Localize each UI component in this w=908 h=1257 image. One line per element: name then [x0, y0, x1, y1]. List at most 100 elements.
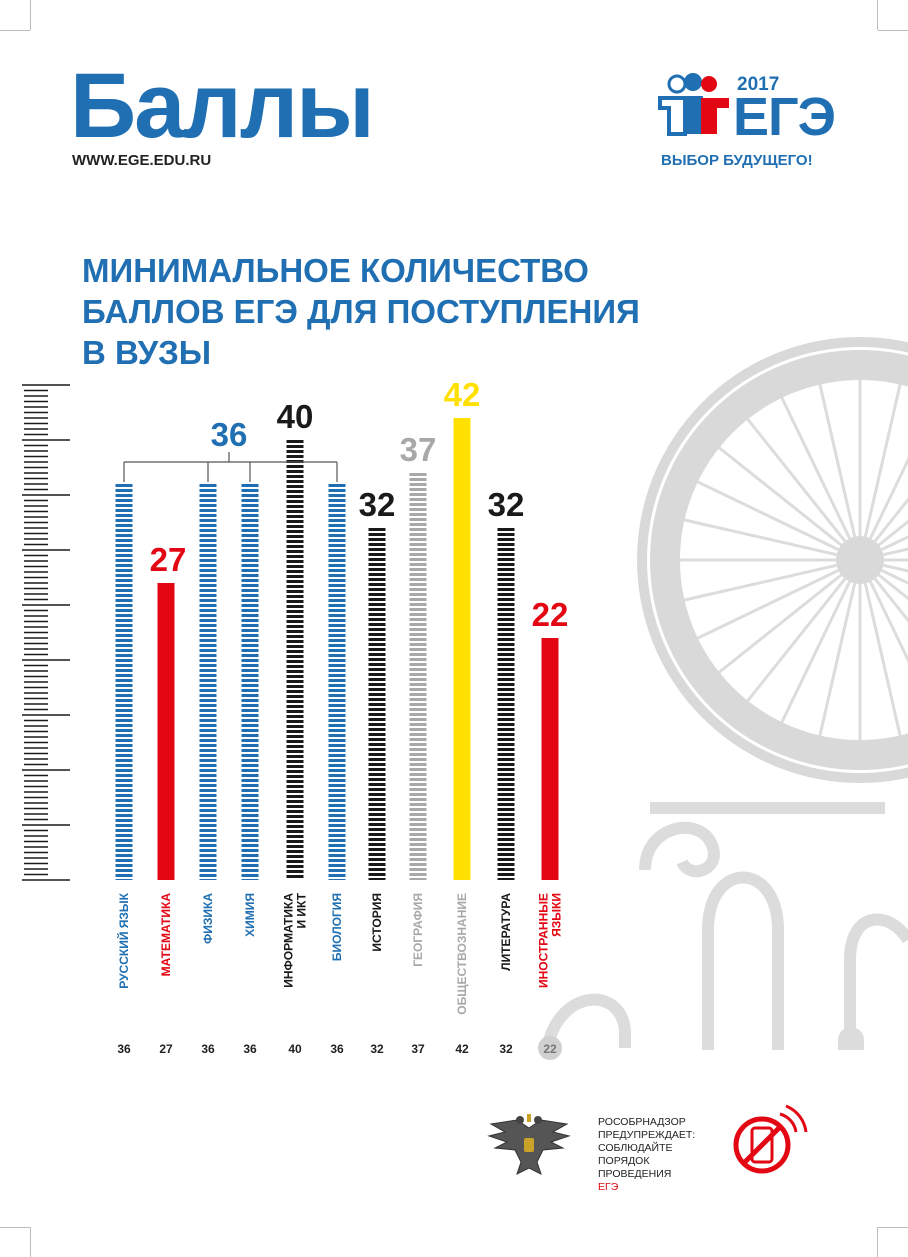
- bar-stripe: [368, 786, 386, 788]
- bar-stripe: [199, 677, 217, 679]
- bar-stripe: [241, 872, 259, 874]
- bar-stripe: [497, 716, 515, 718]
- bar-stripe: [199, 667, 217, 669]
- bar-stripe: [286, 483, 304, 485]
- crop-mark: [878, 1227, 908, 1228]
- bar-stripe: [286, 613, 304, 615]
- bar-stripe: [328, 647, 346, 649]
- bar-stripe: [328, 682, 346, 684]
- data-label: 32: [359, 486, 396, 523]
- bar-stripe: [409, 631, 427, 633]
- bar-stripe: [497, 706, 515, 708]
- bar-stripe: [199, 617, 217, 619]
- bar-stripe: [409, 861, 427, 863]
- category-label: МАТЕМАТИКА: [159, 893, 173, 977]
- bar-stripe: [328, 632, 346, 634]
- bar-stripe: [241, 692, 259, 694]
- bar-stripe: [328, 662, 346, 664]
- bar-stripe: [409, 731, 427, 733]
- bar-stripe: [115, 877, 133, 879]
- bar-stripe: [368, 751, 386, 753]
- bar-stripe: [286, 873, 304, 875]
- site-url: WWW.EGE.EDU.RU: [72, 152, 212, 169]
- bar-stripe: [409, 726, 427, 728]
- bar-stripe: [115, 637, 133, 639]
- bar-stripe: [497, 691, 515, 693]
- no-phone-icon: [733, 1104, 808, 1174]
- bar-stripe: [241, 777, 259, 779]
- bar-stripe: [241, 582, 259, 584]
- bar-stripe: [115, 632, 133, 634]
- bar-stripe: [115, 612, 133, 614]
- crop-mark: [30, 1227, 31, 1257]
- bar-9: [453, 418, 471, 880]
- bar-stripe: [497, 671, 515, 673]
- bar-stripe: [409, 616, 427, 618]
- bar-stripe: [497, 811, 515, 813]
- bar-stripe: [286, 548, 304, 550]
- bar-stripe: [328, 812, 346, 814]
- bar-stripe: [286, 773, 304, 775]
- bar-stripe: [409, 581, 427, 583]
- bar-stripe: [115, 542, 133, 544]
- bar-stripe: [199, 752, 217, 754]
- bar-stripe: [497, 721, 515, 723]
- bar-stripe: [286, 583, 304, 585]
- bar-stripe: [286, 588, 304, 590]
- bar-stripe: [328, 717, 346, 719]
- bar-stripe: [286, 708, 304, 710]
- bar-stripe: [241, 862, 259, 864]
- crop-mark: [30, 0, 31, 30]
- bar-stripe: [328, 757, 346, 759]
- bar-stripe: [328, 612, 346, 614]
- bar-stripe: [115, 502, 133, 504]
- bar-stripe: [241, 847, 259, 849]
- bar-stripe: [115, 812, 133, 814]
- bar-stripe: [328, 857, 346, 859]
- bar-stripe: [497, 791, 515, 793]
- bar-stripe: [115, 537, 133, 539]
- bar-stripe: [368, 586, 386, 588]
- bar-stripe: [286, 778, 304, 780]
- bar-stripe: [115, 577, 133, 579]
- bar-stripe: [409, 511, 427, 513]
- data-label: 42: [444, 376, 481, 413]
- bar-stripe: [199, 782, 217, 784]
- bar-stripe: [328, 657, 346, 659]
- bar-stripe: [241, 667, 259, 669]
- bar-stripe: [115, 622, 133, 624]
- bar-stripe: [115, 522, 133, 524]
- bar-stripe: [328, 577, 346, 579]
- bar-stripe: [199, 547, 217, 549]
- bar-stripe: [409, 721, 427, 723]
- bar-stripe: [115, 617, 133, 619]
- bar-stripe: [199, 647, 217, 649]
- data-label: 27: [150, 541, 187, 578]
- bar-stripe: [199, 687, 217, 689]
- bar-stripe: [368, 631, 386, 633]
- bar-stripe: [115, 807, 133, 809]
- bar-stripe: [409, 486, 427, 488]
- bar-stripe: [286, 823, 304, 825]
- bar-stripe: [199, 717, 217, 719]
- bottom-value: 22: [543, 1042, 557, 1056]
- bar-stripe: [199, 857, 217, 859]
- chart-headline: МИНИМАЛЬНОЕ КОЛИЧЕСТВО БАЛЛОВ ЕГЭ ДЛЯ ПО…: [82, 250, 742, 373]
- crop-mark: [877, 1227, 878, 1257]
- bar-stripe: [328, 742, 346, 744]
- bar-stripe: [199, 847, 217, 849]
- bar-stripe: [115, 727, 133, 729]
- bar-stripe: [286, 763, 304, 765]
- bar-stripe: [286, 648, 304, 650]
- bar-stripe: [199, 797, 217, 799]
- bar-stripe: [328, 782, 346, 784]
- bar-stripe: [241, 832, 259, 834]
- headline-line: МИНИМАЛЬНОЕ КОЛИЧЕСТВО: [82, 252, 589, 289]
- bar-stripe: [199, 802, 217, 804]
- bar-stripe: [409, 641, 427, 643]
- bar-stripe: [497, 546, 515, 548]
- bar-stripe: [199, 672, 217, 674]
- bar-stripe: [241, 817, 259, 819]
- bar-stripe: [241, 677, 259, 679]
- bar-stripe: [286, 663, 304, 665]
